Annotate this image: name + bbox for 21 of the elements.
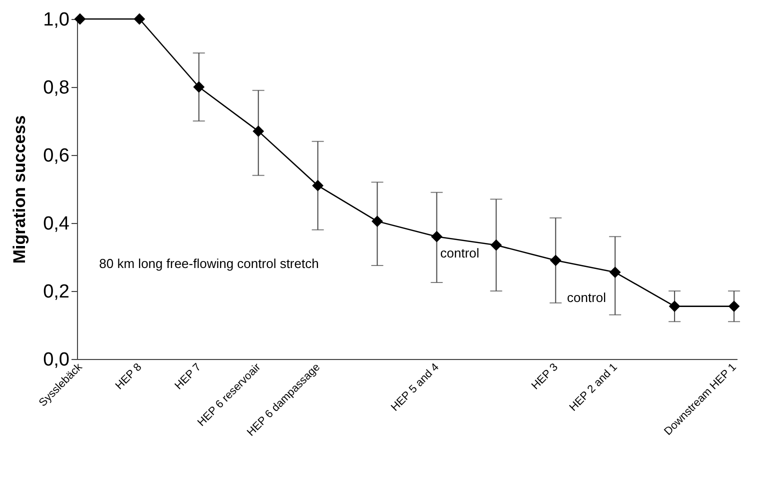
- point: [134, 13, 146, 25]
- point: [252, 126, 264, 137]
- point: [431, 230, 442, 242]
- y-tick-label: 0,6: [43, 146, 70, 166]
- point: [490, 239, 502, 251]
- y-tick-label: 1,0: [43, 10, 70, 30]
- annotation: control: [567, 290, 606, 305]
- point: [728, 300, 740, 312]
- point: [550, 254, 562, 266]
- y-tick-label: 0,2: [43, 282, 70, 302]
- point: [372, 216, 383, 227]
- annotation: 80 km long free-flowing control stretch: [99, 256, 319, 271]
- y-tick-label: 0,8: [43, 78, 70, 98]
- point: [668, 300, 680, 312]
- y-axis-title: Migration success: [10, 115, 30, 264]
- point: [609, 266, 621, 278]
- point: [193, 81, 205, 93]
- point: [312, 180, 324, 192]
- y-tick-label: 0,4: [43, 214, 70, 234]
- annotation: control: [440, 246, 480, 261]
- point: [74, 13, 86, 25]
